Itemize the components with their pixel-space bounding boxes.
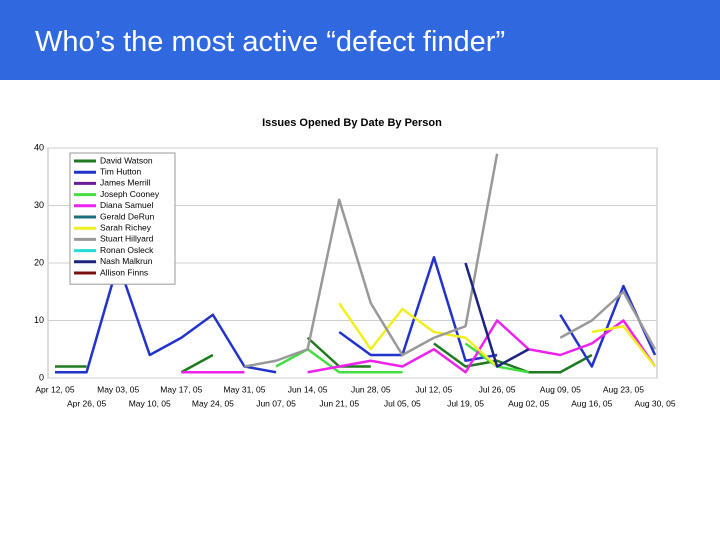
x-tick-label: Jul 12, 05 <box>416 384 453 394</box>
x-tick-label: Aug 23, 05 <box>603 384 644 394</box>
series-line <box>591 325 656 368</box>
series-line <box>433 342 593 374</box>
series-line <box>275 348 403 374</box>
x-tick-label: Jul 19, 05 <box>447 398 484 408</box>
y-tick-label: 30 <box>34 200 44 210</box>
x-tick-label: May 03, 05 <box>97 384 139 394</box>
series-line <box>338 256 498 362</box>
series-line <box>180 353 214 374</box>
x-tick-label: Jun 28, 05 <box>351 384 391 394</box>
x-tick-label: May 31, 05 <box>223 384 265 394</box>
legend-label: Diana Samuel <box>100 200 154 210</box>
x-tick-label: May 17, 05 <box>160 384 202 394</box>
legend-label: Tim Hutton <box>100 166 142 176</box>
x-tick-label: May 10, 05 <box>129 398 171 408</box>
series-line <box>307 319 657 374</box>
x-tick-label: Jun 21, 05 <box>319 398 359 408</box>
x-tick-label: Jun 14, 05 <box>288 384 328 394</box>
y-tick-label: 40 <box>34 142 44 152</box>
x-tick-label: Jun 07, 05 <box>256 398 296 408</box>
x-tick-label: Aug 30, 05 <box>634 398 675 408</box>
y-tick-label: 10 <box>34 315 44 325</box>
slide-title: Who’s the most active “defect finder” <box>35 26 506 58</box>
series-line <box>464 262 530 368</box>
header-bar: Who’s the most active “defect finder” <box>0 0 720 80</box>
x-tick-label: Jul 05, 05 <box>384 398 421 408</box>
legend-label: David Watson <box>100 155 153 165</box>
series-line <box>338 302 498 368</box>
x-tick-label: Jul 26, 05 <box>479 384 516 394</box>
chart-title: Issues Opened By Date By Person <box>262 117 442 129</box>
legend-label: Gerald DeRun <box>100 211 155 221</box>
series-line <box>55 261 277 374</box>
legend-label: Joseph Cooney <box>100 189 160 199</box>
legend-label: James Merrill <box>100 178 151 188</box>
legend-label: Ronan Osleck <box>100 245 154 255</box>
y-tick-label: 20 <box>34 257 44 267</box>
y-tick-label: 0 <box>39 372 44 382</box>
series-line <box>559 290 657 350</box>
x-tick-label: Apr 12, 05 <box>35 384 74 394</box>
x-tick-label: Aug 02, 05 <box>508 398 549 408</box>
legend-label: Allison Finns <box>100 267 148 277</box>
x-tick-label: Apr 26, 05 <box>67 398 106 408</box>
x-tick-label: Aug 09, 05 <box>540 384 581 394</box>
x-tick-label: May 24, 05 <box>192 398 234 408</box>
legend-label: Stuart Hillyard <box>100 234 154 244</box>
x-tick-label: Aug 16, 05 <box>571 398 612 408</box>
series-line <box>244 153 499 368</box>
legend-label: Nash Malkrun <box>100 256 153 266</box>
legend-label: Sarah Richey <box>100 222 152 232</box>
